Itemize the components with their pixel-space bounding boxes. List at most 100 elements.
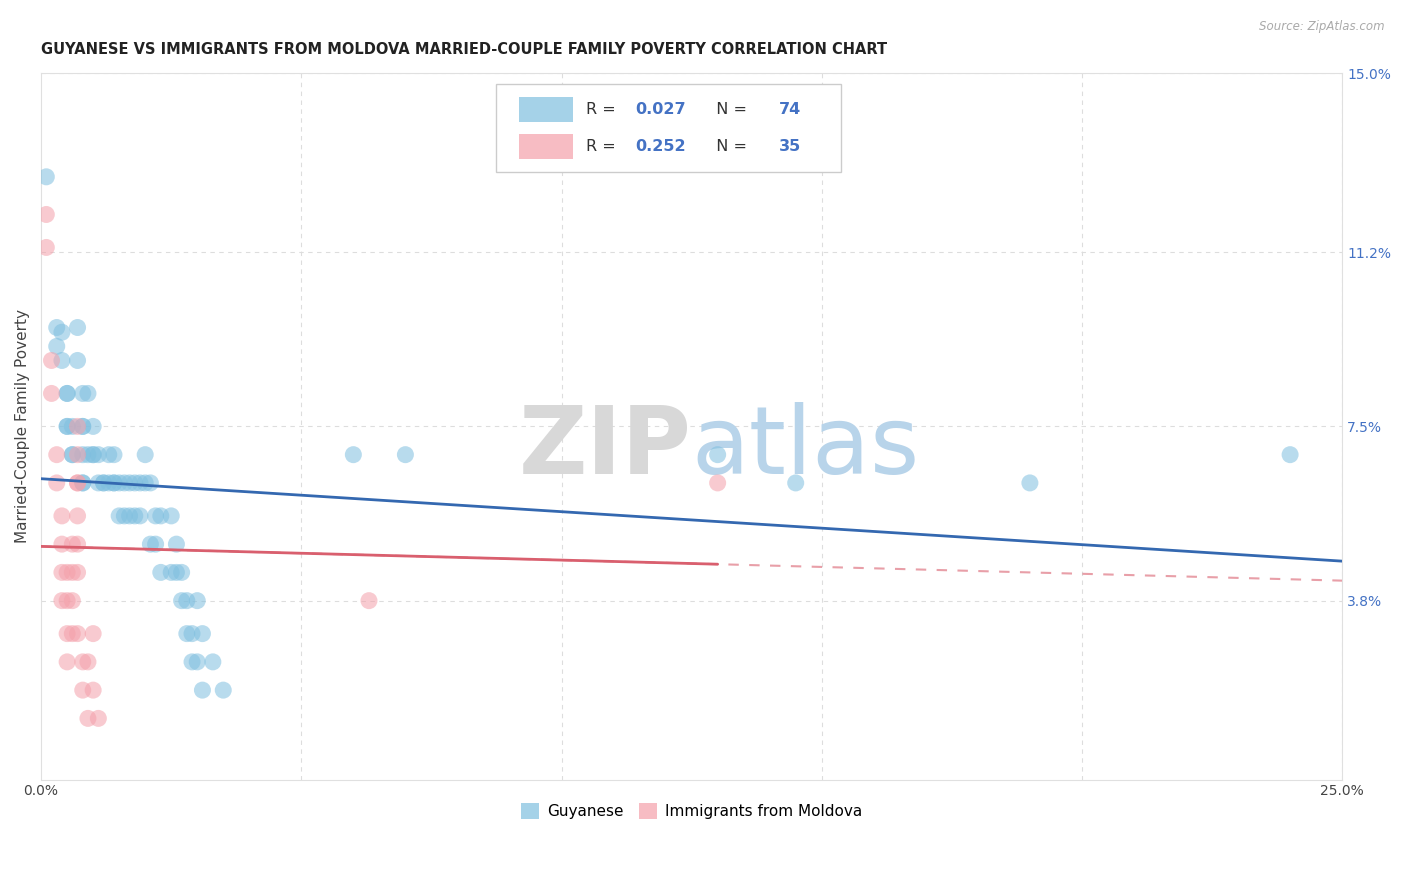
Point bbox=[56, 626, 79, 640]
Point bbox=[45, 448, 67, 462]
Point bbox=[66, 508, 89, 523]
Point bbox=[72, 655, 94, 669]
Point bbox=[66, 448, 89, 462]
Point bbox=[56, 419, 79, 434]
Text: R =: R = bbox=[586, 102, 621, 117]
Point bbox=[72, 386, 94, 401]
Point bbox=[72, 475, 94, 490]
Point bbox=[45, 320, 67, 334]
Point bbox=[72, 475, 94, 490]
Text: 35: 35 bbox=[779, 139, 801, 154]
Point bbox=[45, 475, 67, 490]
Point bbox=[72, 419, 94, 434]
Point bbox=[51, 325, 73, 339]
FancyBboxPatch shape bbox=[496, 84, 841, 172]
Point bbox=[51, 537, 73, 551]
Point bbox=[66, 320, 89, 334]
Point bbox=[93, 475, 115, 490]
Legend: Guyanese, Immigrants from Moldova: Guyanese, Immigrants from Moldova bbox=[515, 797, 869, 825]
Point bbox=[170, 593, 193, 607]
Point bbox=[1018, 475, 1040, 490]
Point bbox=[82, 419, 104, 434]
Point bbox=[56, 386, 79, 401]
Point bbox=[35, 240, 58, 254]
Text: 74: 74 bbox=[779, 102, 801, 117]
Point bbox=[72, 683, 94, 698]
Point bbox=[103, 448, 125, 462]
Point bbox=[394, 448, 416, 462]
Text: atlas: atlas bbox=[692, 401, 920, 493]
Point bbox=[66, 353, 89, 368]
Point bbox=[124, 475, 146, 490]
Point bbox=[145, 508, 167, 523]
Point bbox=[145, 537, 167, 551]
Point bbox=[87, 448, 110, 462]
Point bbox=[108, 475, 131, 490]
Point bbox=[66, 475, 89, 490]
Point bbox=[87, 711, 110, 725]
Text: R =: R = bbox=[586, 139, 621, 154]
Point bbox=[56, 566, 79, 580]
Point bbox=[60, 419, 83, 434]
Point bbox=[785, 475, 807, 490]
Point bbox=[201, 655, 224, 669]
Point bbox=[186, 655, 208, 669]
Point bbox=[103, 475, 125, 490]
Point bbox=[60, 537, 83, 551]
Point bbox=[77, 386, 100, 401]
Point bbox=[82, 683, 104, 698]
Point bbox=[77, 711, 100, 725]
Point bbox=[66, 537, 89, 551]
Point bbox=[66, 566, 89, 580]
Point bbox=[139, 537, 162, 551]
Point bbox=[97, 475, 120, 490]
Point bbox=[72, 448, 94, 462]
FancyBboxPatch shape bbox=[519, 134, 574, 160]
Point bbox=[66, 475, 89, 490]
Point bbox=[66, 626, 89, 640]
FancyBboxPatch shape bbox=[519, 96, 574, 122]
Point bbox=[51, 566, 73, 580]
Point bbox=[191, 683, 214, 698]
Point bbox=[160, 566, 183, 580]
Point bbox=[1279, 448, 1302, 462]
Point bbox=[706, 448, 728, 462]
Point bbox=[51, 353, 73, 368]
Point bbox=[112, 475, 135, 490]
Text: Source: ZipAtlas.com: Source: ZipAtlas.com bbox=[1260, 20, 1385, 33]
Point bbox=[149, 566, 172, 580]
Text: N =: N = bbox=[706, 102, 752, 117]
Text: N =: N = bbox=[706, 139, 752, 154]
Point bbox=[706, 475, 728, 490]
Point bbox=[93, 475, 115, 490]
Point bbox=[60, 626, 83, 640]
Point bbox=[82, 626, 104, 640]
Point bbox=[103, 475, 125, 490]
Point bbox=[165, 566, 187, 580]
Point bbox=[149, 508, 172, 523]
Text: 0.027: 0.027 bbox=[636, 102, 686, 117]
Point bbox=[176, 626, 198, 640]
Point bbox=[118, 475, 141, 490]
Text: GUYANESE VS IMMIGRANTS FROM MOLDOVA MARRIED-COUPLE FAMILY POVERTY CORRELATION CH: GUYANESE VS IMMIGRANTS FROM MOLDOVA MARR… bbox=[41, 42, 887, 57]
Point bbox=[170, 566, 193, 580]
Point bbox=[35, 207, 58, 221]
Point bbox=[191, 626, 214, 640]
Point bbox=[77, 655, 100, 669]
Y-axis label: Married-Couple Family Poverty: Married-Couple Family Poverty bbox=[15, 310, 30, 543]
Point bbox=[108, 508, 131, 523]
Point bbox=[56, 386, 79, 401]
Point bbox=[97, 448, 120, 462]
Point bbox=[72, 419, 94, 434]
Point bbox=[51, 593, 73, 607]
Point bbox=[212, 683, 235, 698]
Point bbox=[129, 475, 152, 490]
Point bbox=[56, 419, 79, 434]
Point bbox=[82, 448, 104, 462]
Point bbox=[77, 448, 100, 462]
Point bbox=[124, 508, 146, 523]
Point bbox=[87, 475, 110, 490]
Point bbox=[60, 593, 83, 607]
Point bbox=[181, 655, 204, 669]
Point bbox=[35, 169, 58, 184]
